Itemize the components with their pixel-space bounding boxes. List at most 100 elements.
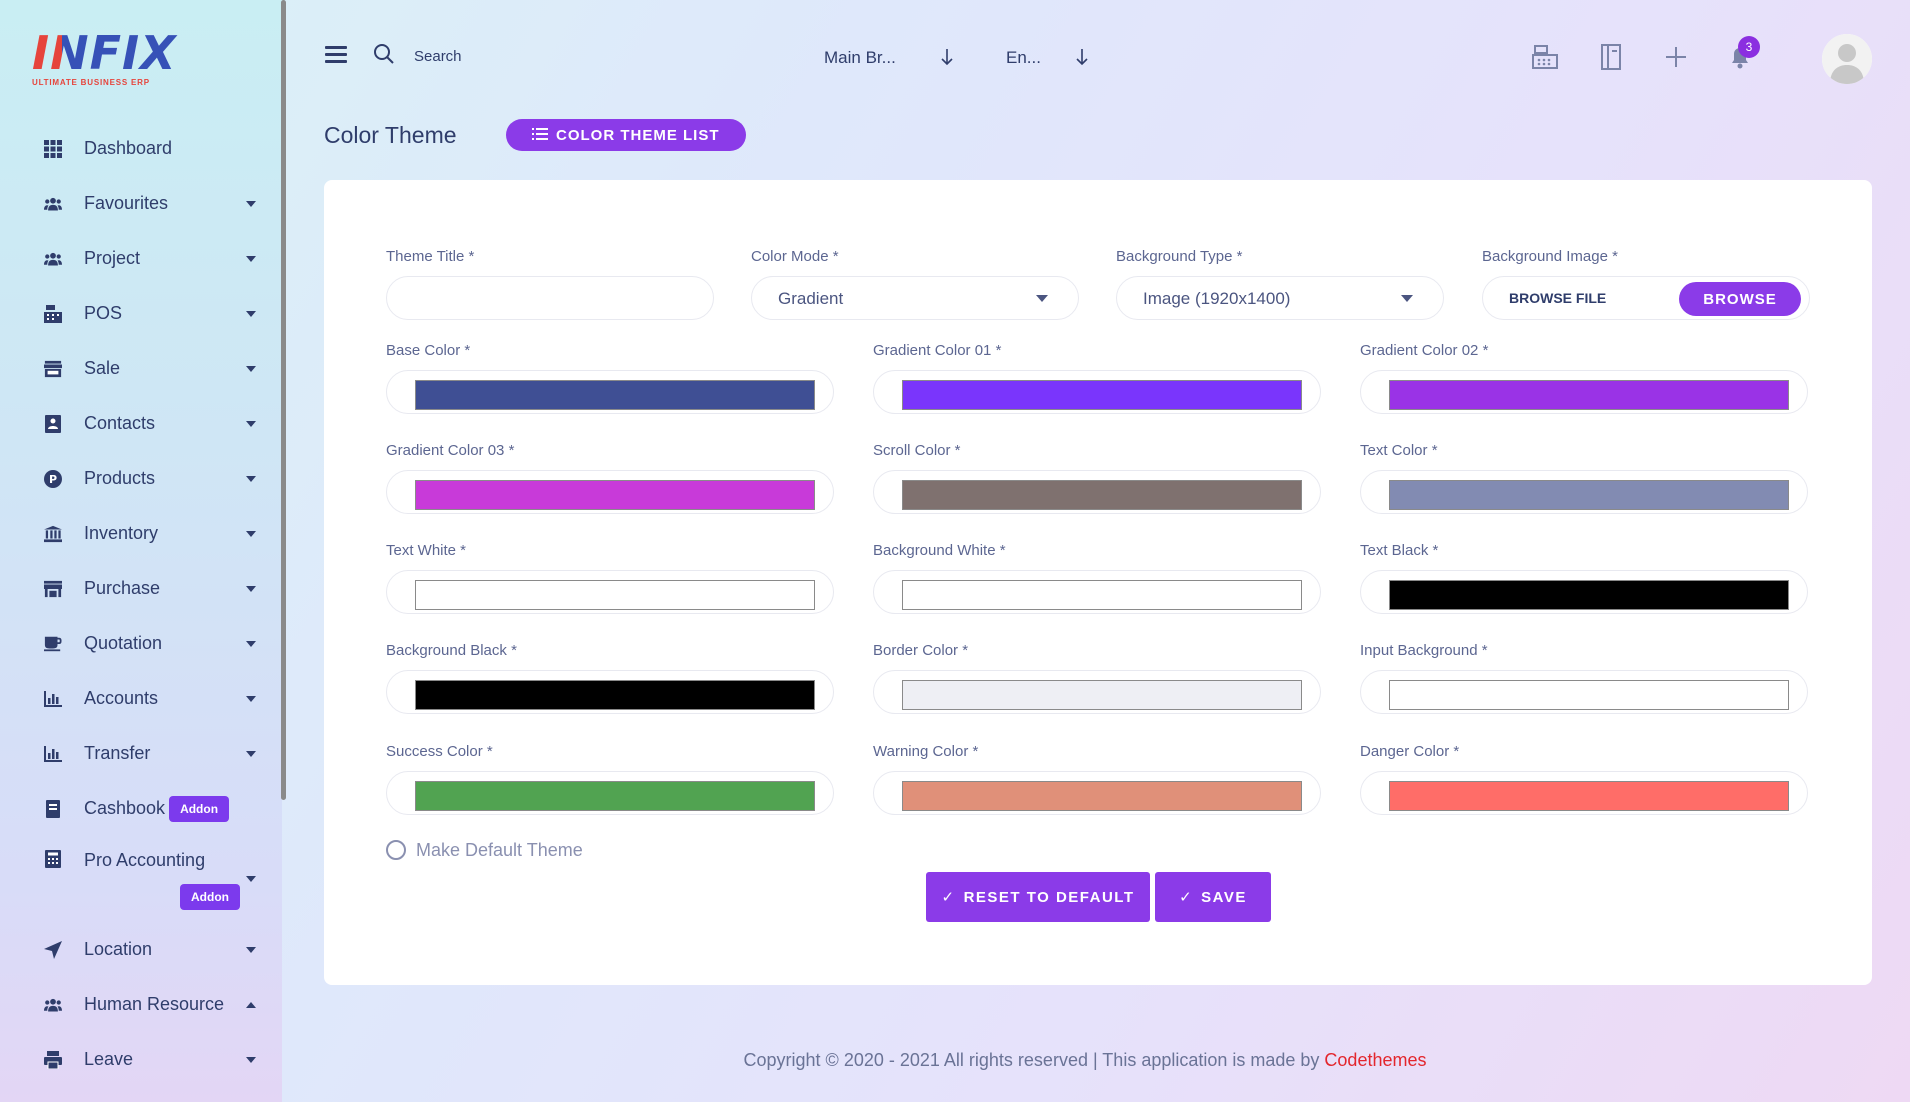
gradient-color-02-picker[interactable] [1360,370,1808,414]
text-black-picker[interactable] [1360,570,1808,614]
sidebar-item-project[interactable]: Project [0,231,270,286]
coffee-icon [44,635,62,653]
background-black-picker[interactable] [386,670,834,714]
color-mode-select[interactable]: Gradient [751,276,1079,320]
background-black-swatch[interactable] [415,680,815,710]
sidebar-item-products[interactable]: P Products [0,451,270,506]
sidebar-item-transfer[interactable]: Transfer [0,726,270,781]
chevron-up-icon [246,1001,256,1008]
warning-color-picker[interactable] [873,771,1321,815]
border-color-swatch[interactable] [902,680,1302,710]
sidebar-item-label: Human Resource [84,994,225,1014]
background-image-field[interactable]: BROWSE FILE BROWSE [1482,276,1810,320]
success-color-swatch[interactable] [415,781,815,811]
background-white-picker[interactable] [873,570,1321,614]
theme-title-input[interactable] [386,276,714,320]
gradient-color-03-picker[interactable] [386,470,834,514]
check-icon: ✓ [1179,889,1194,906]
sidebar-item-pro-accounting[interactable]: Pro Accounting Addon [0,836,270,922]
base-color-picker[interactable] [386,370,834,414]
users-icon [44,996,62,1014]
sidebar-item-leave[interactable]: Leave [0,1032,270,1087]
sidebar-item-human-resource[interactable]: Human Resource [0,977,270,1032]
footer-brand-link[interactable]: Codethemes [1324,1050,1427,1070]
addon-badge: Addon [180,884,240,910]
gradient-color-01-swatch[interactable] [902,380,1302,410]
input-background-picker[interactable] [1360,670,1808,714]
reset-to-default-button[interactable]: ✓ RESET TO DEFAULT [926,872,1150,922]
text-black-label: Text Black * [1360,542,1439,559]
chevron-down-icon [246,310,256,317]
chevron-down-icon [246,695,256,702]
sidebar-item-label: Favourites [84,193,169,213]
store-icon [44,360,62,378]
sidebar-scrollbar[interactable] [281,0,286,800]
sidebar-item-cashbook[interactable]: Cashbook Addon [0,781,270,836]
branch-arrow-down-icon[interactable] [940,48,954,71]
warning-color-swatch[interactable] [902,781,1302,811]
background-white-swatch[interactable] [902,580,1302,610]
text-white-picker[interactable] [386,570,834,614]
color-theme-list-button[interactable]: COLOR THEME LIST [506,119,746,151]
text-color-picker[interactable] [1360,470,1808,514]
search-icon[interactable] [372,42,396,71]
sidebar: INFIX ULTIMATE BUSINESS ERP Dashboard Fav… [0,0,282,1102]
menu-toggle-icon[interactable] [325,46,347,64]
make-default-label[interactable]: Make Default Theme [416,840,583,860]
gradient-color-01-label: Gradient Color 01 * [873,342,1002,359]
chevron-down-icon [246,200,256,207]
border-color-picker[interactable] [873,670,1321,714]
sidebar-item-label: Contacts [84,413,156,433]
sidebar-item-quotation[interactable]: Quotation [0,616,270,671]
sidebar-item-favourites[interactable]: Favourites [0,176,270,231]
sidebar-item-dashboard[interactable]: Dashboard [0,121,270,176]
sidebar-item-location[interactable]: Location [0,922,270,977]
sidebar-item-pos[interactable]: POS [0,286,270,341]
reset-to-default-label: RESET TO DEFAULT [963,888,1135,906]
browse-button[interactable]: BROWSE [1679,282,1801,316]
search-input[interactable]: Search [414,48,462,65]
pos-register-icon[interactable] [1530,42,1560,72]
grid-icon [44,139,62,158]
make-default-radio[interactable] [386,840,406,860]
text-white-swatch[interactable] [415,580,815,610]
chevron-down-icon [246,946,256,953]
language-arrow-down-icon[interactable] [1075,48,1089,71]
success-color-picker[interactable] [386,771,834,815]
sidebar-item-contacts[interactable]: Contacts [0,396,270,451]
branch-select[interactable]: Main Br... [824,48,896,67]
base-color-swatch[interactable] [415,380,815,410]
theme-title-label: Theme Title * [386,248,475,265]
logo-text: INFIX [32,30,182,76]
language-select[interactable]: En... [1006,48,1041,67]
user-avatar[interactable] [1822,34,1872,84]
border-color-label: Border Color * [873,642,969,659]
chevron-down-icon [246,1056,256,1063]
notebook-icon[interactable] [1596,42,1626,72]
sidebar-item-label: Quotation [84,633,163,653]
gradient-color-03-swatch[interactable] [415,480,815,510]
sidebar-item-accounts[interactable]: Accounts [0,671,270,726]
background-type-select[interactable]: Image (1920x1400) [1116,276,1444,320]
chevron-down-icon [246,365,256,372]
add-icon[interactable] [1661,42,1691,72]
danger-color-picker[interactable] [1360,771,1808,815]
input-background-swatch[interactable] [1389,680,1789,710]
scroll-color-picker[interactable] [873,470,1321,514]
logo[interactable]: INFIX ULTIMATE BUSINESS ERP [32,30,182,92]
scroll-color-swatch[interactable] [902,480,1302,510]
sidebar-item-sale[interactable]: Sale [0,341,270,396]
sidebar-item-label: Inventory [84,523,159,543]
sidebar-item-inventory[interactable]: Inventory [0,506,270,561]
gradient-color-01-picker[interactable] [873,370,1321,414]
danger-color-swatch[interactable] [1389,781,1789,811]
chevron-down-icon [246,876,256,882]
background-white-label: Background White * [873,542,1006,559]
sidebar-item-purchase[interactable]: Purchase [0,561,270,616]
gradient-color-02-swatch[interactable] [1389,380,1789,410]
calculator-icon [44,850,62,868]
save-button[interactable]: ✓ SAVE [1155,872,1271,922]
text-color-swatch[interactable] [1389,480,1789,510]
text-black-swatch[interactable] [1389,580,1789,610]
danger-color-label: Danger Color * [1360,743,1460,760]
